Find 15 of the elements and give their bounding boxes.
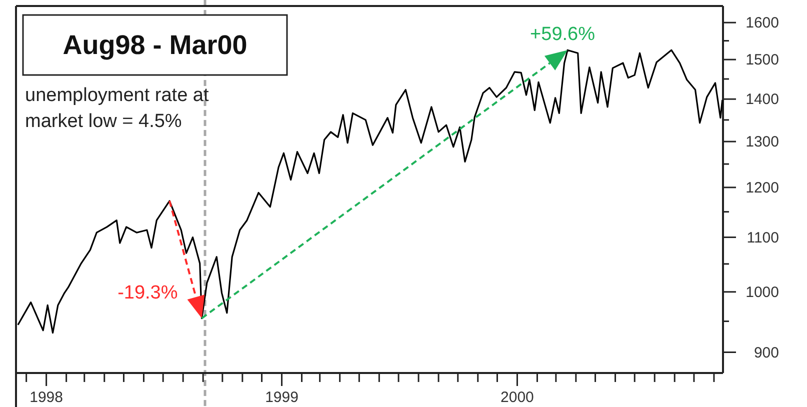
y-tick-label: 1000 [746,284,779,301]
annotation: -19.3% [118,282,178,304]
y-tick-label: 1400 [746,91,779,108]
x-tick-label: 1999 [265,389,298,406]
annotation: +59.6% [530,24,596,46]
y-tick-label: 1300 [746,134,779,151]
x-tick-label: 2000 [500,389,534,406]
y-tick-label: 1500 [746,52,779,69]
annotation: unemployment rate at market low = 4.5% [25,85,210,132]
y-tick-label: 900 [754,344,779,362]
x-tick-label: 1998 [30,389,64,406]
text: Aug98 - Mar00 [62,30,248,60]
y-tick-label: 1200 [746,179,779,196]
y-tick-label: 1100 [746,229,779,246]
y-tick-label: 1600 [746,14,779,32]
